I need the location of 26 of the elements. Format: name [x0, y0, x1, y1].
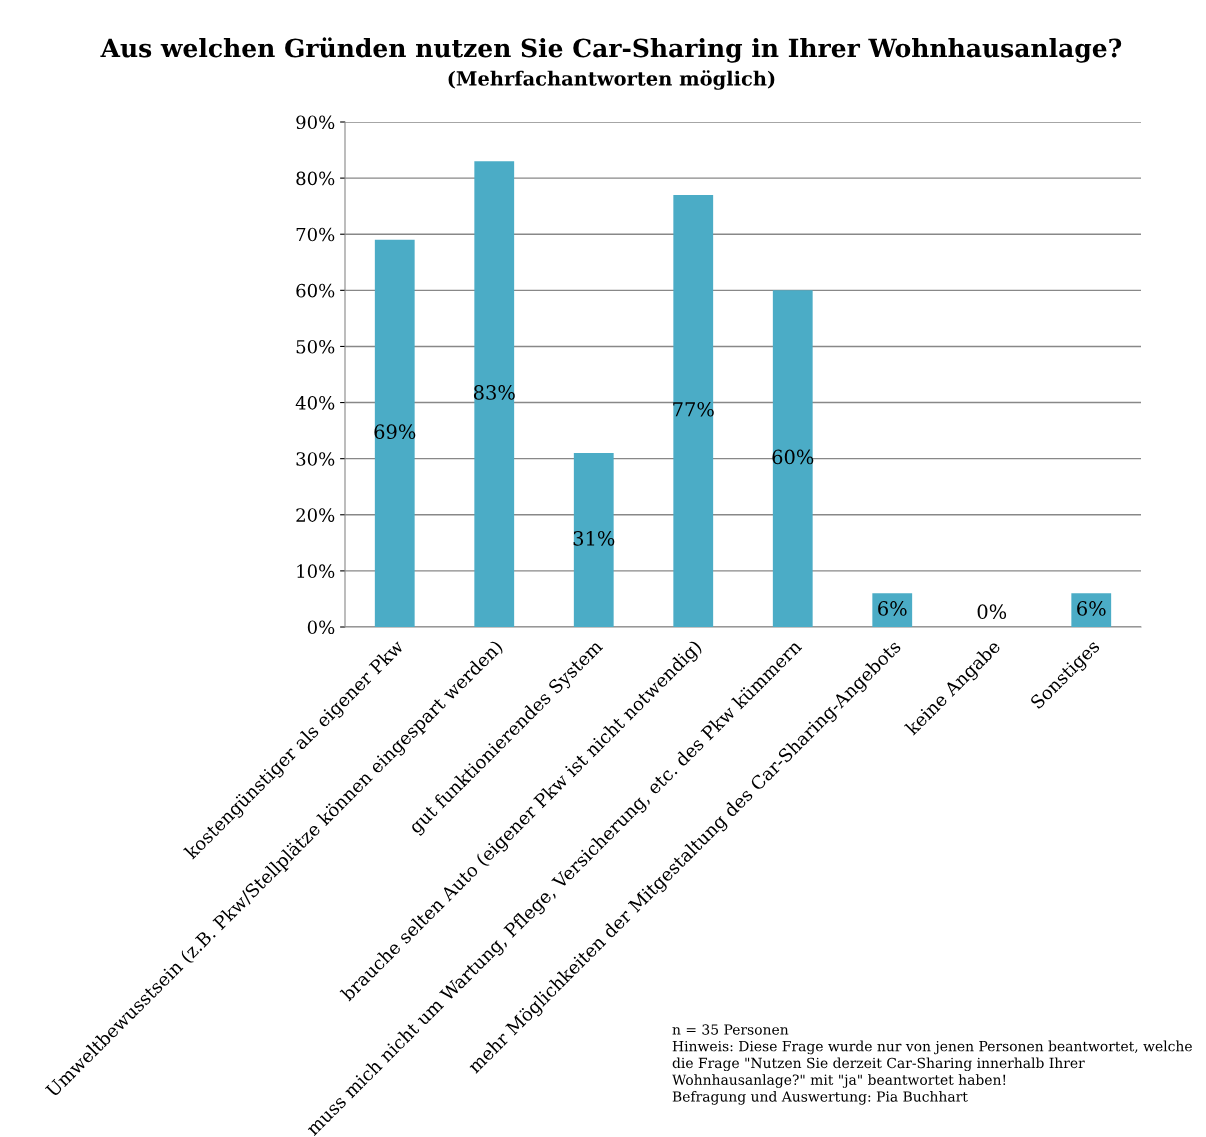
bar — [872, 593, 913, 627]
y-tick-label: 40% — [295, 396, 335, 410]
data-label: 6% — [878, 601, 907, 616]
y-tick-label: 50% — [296, 339, 335, 354]
bar — [374, 239, 415, 627]
bar — [1071, 593, 1112, 627]
chart-title: Aus welchen Gründen nutzen Sie Car-Sharing in Ihrer Wohnhausanlage? — [100, 37, 1122, 63]
data-label: 6% — [1077, 601, 1106, 616]
bar — [673, 194, 714, 627]
data-label: 0% — [977, 604, 1007, 620]
text: Hinweis: Diese Frage wurde nur von jenen Personen beantwortet, welche die Frage "Nutzen Sie derzeit Car-Sharing innerhalb Ihrer Wohnhausanlage?" mit "ja" beantwortet haben! — [672, 1040, 1192, 1088]
chart-subtitle: (Mehrfachantworten möglich) — [448, 70, 775, 90]
bar — [474, 161, 515, 627]
y-tick-label: 10% — [297, 564, 335, 579]
bar — [573, 453, 614, 627]
y-tick-label: 30% — [296, 452, 335, 466]
y-tick-label: 80% — [296, 171, 335, 186]
data-label: 60% — [772, 449, 814, 465]
y-tick-label: 20% — [296, 508, 335, 522]
y-tick-label: 60% — [296, 283, 335, 298]
text: Befragung und Auswertung: Pia Buchhart — [672, 1091, 968, 1105]
bar — [772, 290, 813, 627]
y-tick-label: 70% — [296, 227, 335, 242]
y-tick-label: 90% — [296, 115, 335, 130]
text: n = 35 Personen — [672, 1024, 789, 1035]
y-tick-label: 0% — [307, 620, 335, 635]
